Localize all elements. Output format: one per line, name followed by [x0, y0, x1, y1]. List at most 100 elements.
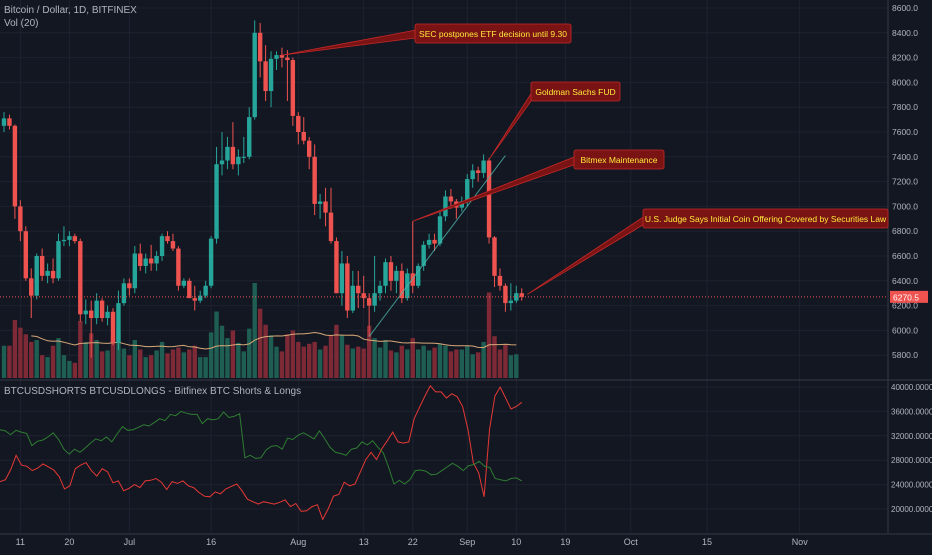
candle-body	[475, 170, 481, 173]
volume-bar	[301, 346, 306, 378]
candle-body	[159, 236, 165, 256]
candle-body	[437, 216, 443, 244]
candle-body	[481, 160, 486, 173]
volume-bar	[514, 354, 519, 378]
candle-body	[274, 55, 279, 59]
time-axis-tick-label: Aug	[290, 537, 306, 547]
candle	[334, 237, 339, 294]
annotation-callout: U.S. Judge Says Initial Coin Offering Co…	[526, 208, 889, 295]
candle	[486, 158, 492, 244]
volume-bar	[39, 355, 45, 378]
volume-bar	[192, 345, 197, 378]
volume-bar	[470, 354, 475, 378]
volume-bar	[399, 345, 405, 378]
candle	[127, 278, 132, 296]
time-axis-tick-label: Sep	[459, 537, 475, 547]
candle	[34, 253, 39, 300]
candle	[301, 117, 306, 145]
candle	[1, 112, 7, 132]
volume-bar	[257, 308, 263, 378]
candle	[492, 236, 497, 287]
candle	[116, 290, 121, 351]
volume-bar	[334, 324, 339, 378]
price-axis-tick-label: 6600.0	[892, 251, 918, 261]
candle	[143, 253, 148, 274]
volume-bar	[67, 360, 72, 378]
candle	[470, 164, 475, 188]
volume-bar	[416, 349, 421, 378]
candle-body	[241, 156, 246, 158]
candle	[312, 144, 317, 216]
volume-bar	[110, 336, 116, 378]
candle	[503, 283, 508, 312]
longs-line	[0, 410, 523, 485]
volume-bar	[508, 355, 514, 378]
volume-bar	[323, 345, 328, 378]
candle	[437, 211, 443, 247]
price-axis-tick-label: 7200.0	[892, 177, 918, 187]
candle-body	[383, 262, 388, 286]
candle-body	[410, 273, 415, 286]
candle-body	[252, 32, 257, 118]
last-price-label: 6270.5	[893, 292, 919, 302]
candle-body	[257, 32, 263, 62]
candle	[426, 233, 432, 249]
volume-bar	[176, 347, 181, 378]
candle-body	[198, 295, 203, 301]
candle	[388, 256, 394, 291]
candle-body	[317, 201, 323, 204]
candle	[475, 166, 481, 182]
candle-body	[78, 241, 83, 315]
candle-body	[328, 212, 334, 242]
candle	[328, 187, 334, 244]
volume-bar	[12, 320, 18, 378]
candle-body	[339, 263, 345, 294]
volume-bar	[252, 283, 257, 378]
shorts-line	[0, 384, 523, 521]
candle	[208, 236, 214, 289]
candle	[230, 122, 236, 170]
candle	[99, 298, 105, 322]
candle-body	[399, 270, 405, 299]
candle-body	[290, 60, 296, 116]
candle-body	[165, 236, 170, 242]
volume-bar	[214, 311, 219, 378]
candle	[12, 124, 18, 219]
volume-bar	[268, 335, 274, 378]
volume-bar	[388, 350, 394, 378]
volume-bar	[312, 341, 317, 378]
candle	[274, 51, 279, 70]
candle	[399, 263, 405, 304]
time-axis-tick-label: 10	[511, 537, 521, 547]
volume-bar	[198, 357, 203, 378]
volume-bar	[247, 328, 252, 378]
candle	[159, 233, 165, 261]
candle	[154, 251, 159, 271]
volume-bar	[187, 349, 192, 378]
time-axis-tick-label: 22	[408, 537, 418, 547]
candle	[203, 280, 208, 299]
time-axis-tick-label: Nov	[792, 537, 809, 547]
candle	[241, 136, 246, 163]
time-axis-tick-label: 16	[206, 537, 216, 547]
price-axis-tick-label: 8200.0	[892, 53, 918, 63]
candle	[110, 308, 116, 346]
candle	[132, 246, 137, 294]
candle-body	[18, 206, 23, 232]
volume-bar	[18, 327, 23, 378]
annotation-box	[573, 149, 665, 170]
volume-bar	[279, 351, 285, 378]
candle-body	[170, 241, 176, 249]
candle-body	[247, 117, 252, 157]
candle-body	[416, 265, 421, 286]
volume-bar	[99, 351, 105, 378]
time-axis-tick-label: 20	[64, 537, 74, 547]
candle-body	[23, 231, 28, 279]
price-axis-tick-label: 7600.0	[892, 127, 918, 137]
candle-body	[263, 61, 268, 92]
volume-bar	[339, 335, 345, 378]
candle-body	[127, 283, 132, 289]
volume-bar	[83, 341, 88, 378]
